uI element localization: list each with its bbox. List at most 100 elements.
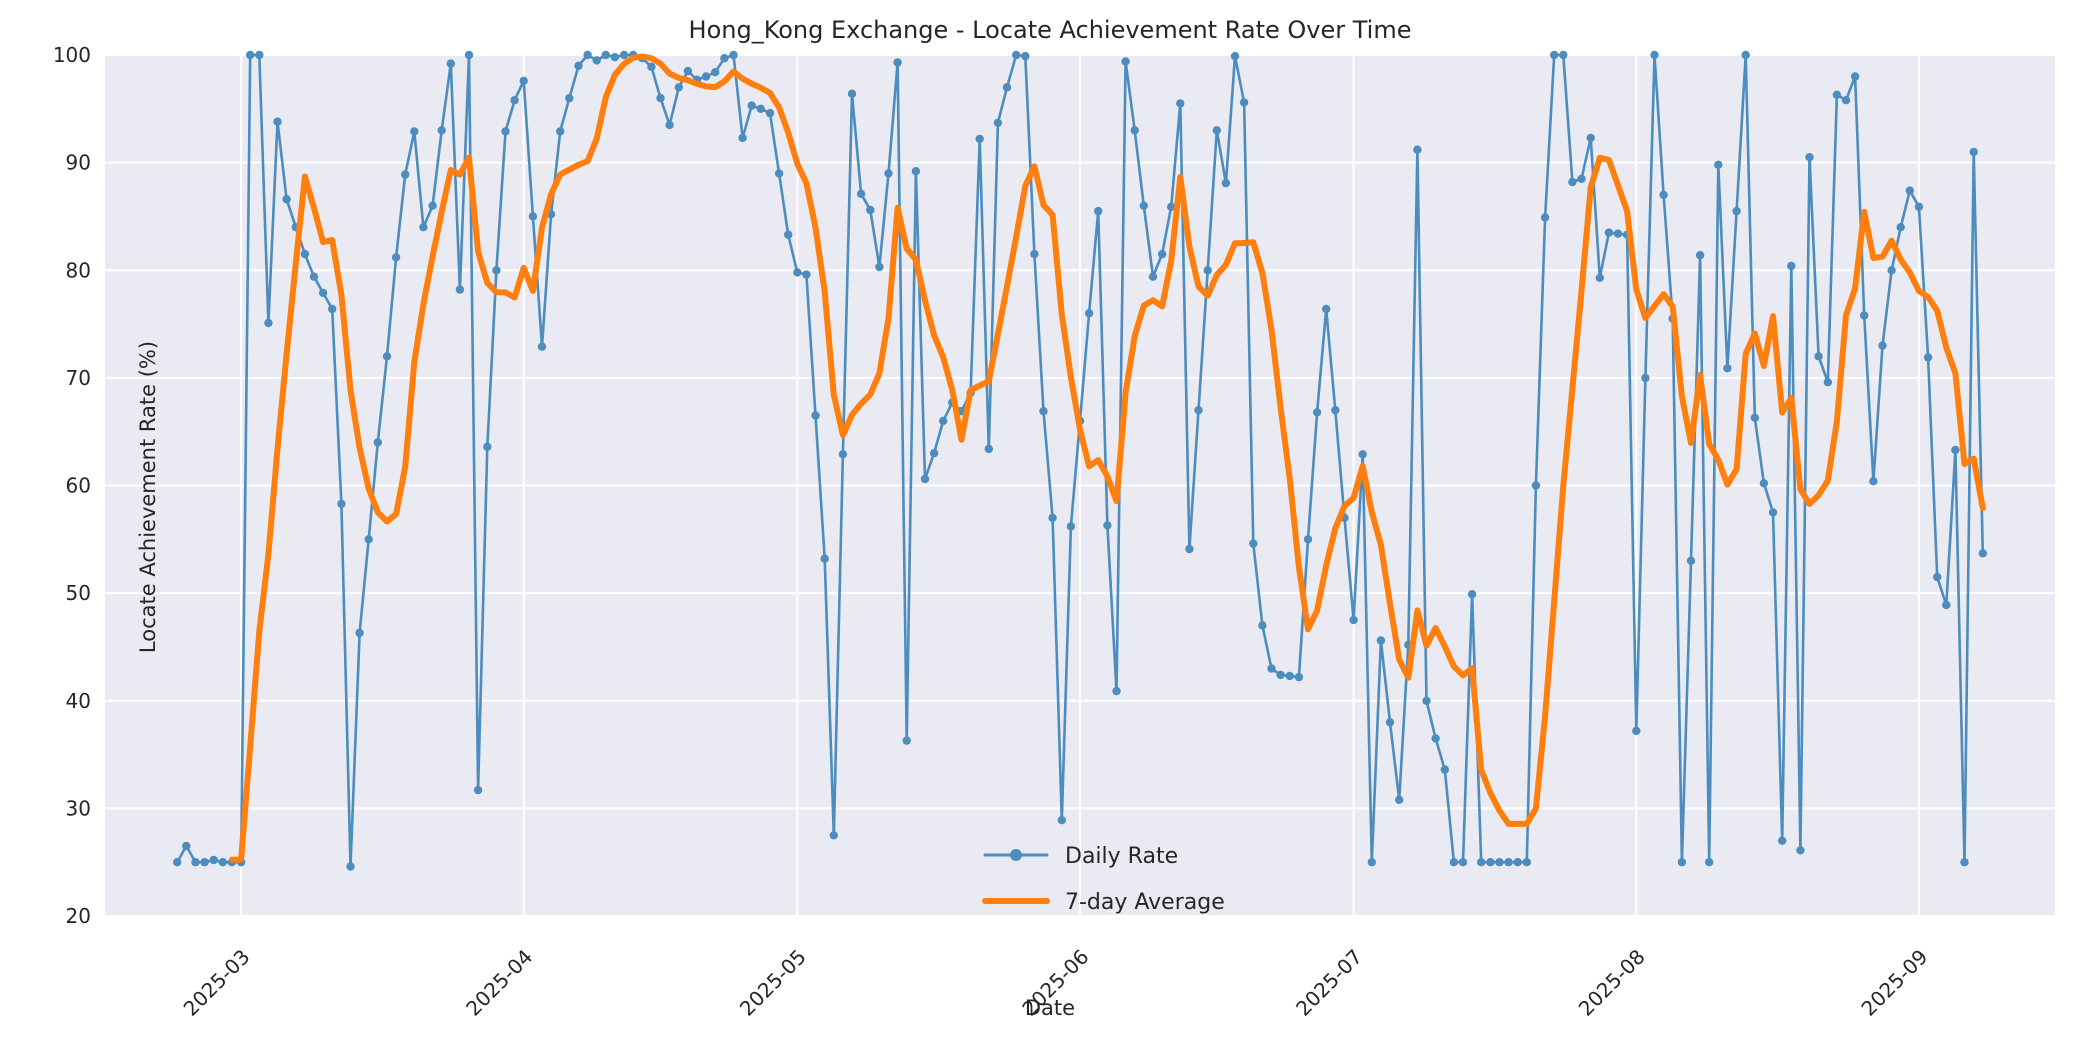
data-point-marker (601, 50, 610, 60)
data-point-marker (1048, 513, 1057, 522)
data-point-marker (182, 841, 191, 851)
data-point-marker (173, 858, 182, 867)
y-tick-label: 40 (66, 689, 91, 713)
y-tick-label: 30 (66, 796, 91, 820)
data-point-marker (720, 54, 729, 63)
data-point-marker (1914, 202, 1924, 211)
data-point-marker (729, 50, 738, 60)
data-point-marker (893, 58, 902, 67)
data-point-marker (1659, 190, 1668, 200)
data-point-marker (1969, 147, 1978, 157)
data-point-marker (1559, 50, 1568, 60)
data-point-marker (1112, 686, 1121, 696)
data-point-marker (1951, 445, 1960, 455)
data-point-marker (1157, 249, 1167, 259)
data-point-marker (1449, 858, 1459, 867)
data-point-marker (784, 230, 793, 239)
data-point-marker (492, 266, 501, 275)
data-point-marker (1303, 535, 1313, 544)
data-point-marker (1413, 145, 1422, 154)
y-tick-label: 70 (66, 366, 91, 390)
data-point-marker (1641, 373, 1650, 383)
data-point-marker (811, 411, 820, 420)
data-point-marker (665, 120, 674, 130)
data-point-marker (1860, 311, 1869, 320)
data-point-marker (1021, 51, 1030, 61)
data-point-marker (373, 438, 382, 447)
data-point-marker (1796, 846, 1805, 855)
y-tick-label: 50 (66, 581, 91, 605)
y-tick-label: 90 (66, 151, 91, 175)
data-point-marker (1285, 671, 1294, 681)
data-point-marker (747, 101, 756, 110)
data-point-marker (1148, 272, 1158, 281)
data-point-marker (318, 288, 328, 298)
data-point-marker (1923, 353, 1933, 362)
data-point-marker (309, 272, 319, 281)
data-point-marker (391, 253, 401, 262)
data-point-marker (337, 499, 346, 508)
data-point-marker (1978, 549, 1988, 558)
data-point-marker (1832, 90, 1842, 100)
y-tick-label: 20 (66, 904, 91, 928)
data-point-marker (1805, 153, 1814, 162)
data-point-marker (1331, 406, 1340, 415)
data-point-marker (1540, 213, 1550, 222)
legend: Daily Rate 7-day Average (982, 844, 1225, 915)
data-point-marker (1358, 450, 1367, 459)
data-point-marker (483, 442, 492, 451)
data-point-marker (1057, 816, 1067, 825)
data-point-marker (455, 285, 465, 294)
data-point-marker (647, 62, 656, 71)
data-point-marker (1768, 508, 1778, 517)
data-point-marker (866, 205, 875, 215)
data-point-marker (1495, 858, 1504, 867)
data-point-marker (1167, 202, 1176, 211)
data-point-marker (1732, 206, 1741, 216)
data-point-marker (1121, 57, 1130, 66)
data-point-marker (610, 53, 620, 62)
data-point-marker (701, 72, 711, 81)
data-point-marker (574, 61, 583, 70)
y-axis-label: Locate Achievement Rate (%) (136, 340, 160, 654)
data-point-marker (382, 352, 392, 361)
chart-title: Hong_Kong Exchange - Locate Achievement … (688, 16, 1412, 44)
data-point-marker (1577, 174, 1586, 183)
data-point-marker (1841, 96, 1851, 105)
data-point-marker (1741, 50, 1750, 60)
data-point-marker (565, 93, 574, 103)
data-point-marker (464, 50, 474, 60)
data-point-marker (929, 449, 939, 458)
data-point-marker (1814, 352, 1823, 361)
data-point-marker (1632, 726, 1641, 736)
data-point-marker (756, 104, 765, 114)
data-point-marker (1440, 765, 1450, 774)
data-point-marker (209, 855, 218, 865)
data-point-marker (355, 628, 364, 638)
data-point-marker (1942, 600, 1951, 610)
data-point-marker (1869, 477, 1878, 486)
data-point-marker (1850, 72, 1860, 81)
data-point-marker (1395, 795, 1404, 804)
data-point-marker (419, 223, 428, 232)
data-point-marker (1176, 99, 1185, 108)
data-point-marker (1431, 734, 1440, 743)
data-point-marker (1595, 273, 1605, 282)
data-point-marker (683, 66, 693, 76)
legend-label: Daily Rate (1065, 844, 1178, 869)
data-point-marker (446, 59, 455, 68)
data-point-marker (1422, 696, 1431, 705)
data-point-marker (838, 450, 848, 459)
data-point-marker (519, 76, 528, 86)
data-point-marker (510, 96, 519, 105)
data-point-marker (829, 831, 838, 840)
data-point-marker (993, 118, 1003, 128)
legend-label: 7-day Average (1065, 890, 1225, 915)
data-point-marker (328, 304, 337, 314)
data-point-marker (1039, 407, 1048, 416)
data-point-marker (1203, 266, 1212, 275)
data-point-marker (1723, 364, 1732, 373)
data-point-marker (1550, 50, 1559, 60)
data-point-marker (1458, 858, 1468, 867)
data-point-marker (1012, 50, 1021, 60)
